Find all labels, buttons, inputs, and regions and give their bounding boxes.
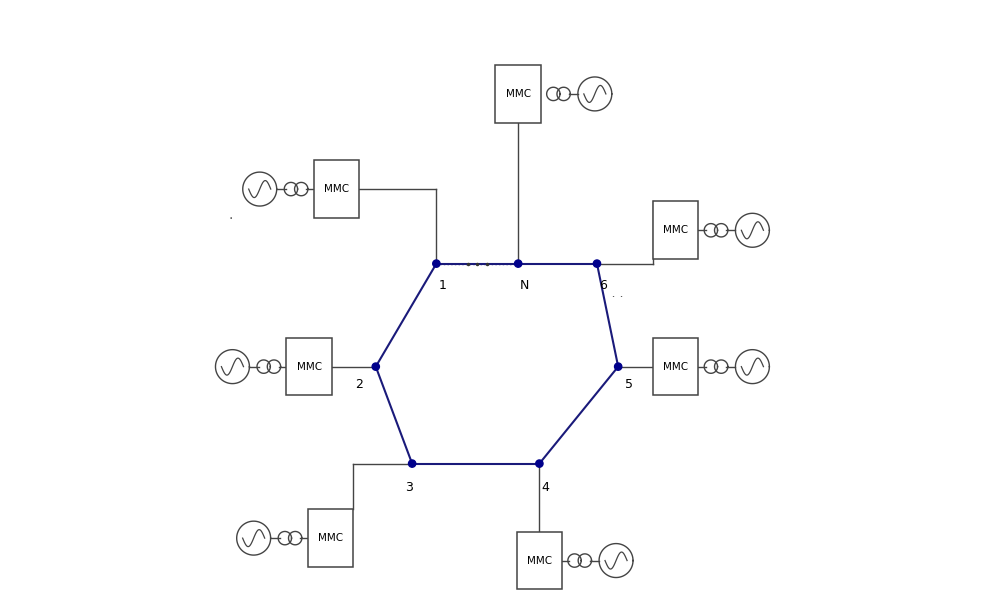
Text: MMC: MMC: [663, 362, 688, 371]
Text: MMC: MMC: [527, 556, 552, 565]
Text: 6: 6: [599, 279, 607, 291]
Bar: [286, 338, 332, 395]
Bar: [517, 532, 562, 589]
Text: MMC: MMC: [324, 184, 349, 194]
Bar: [653, 201, 698, 259]
Text: N: N: [520, 279, 529, 291]
Circle shape: [515, 260, 522, 267]
Text: . .: . .: [612, 287, 624, 301]
Text: 2: 2: [355, 378, 363, 390]
Circle shape: [615, 363, 622, 370]
Text: 1: 1: [438, 279, 446, 291]
Bar: [314, 161, 359, 218]
Text: .: .: [228, 208, 233, 222]
Text: MMC: MMC: [318, 533, 343, 543]
Text: MMC: MMC: [297, 362, 322, 371]
Text: MMC: MMC: [663, 225, 688, 235]
Circle shape: [372, 363, 379, 370]
Circle shape: [433, 260, 440, 267]
Text: 5: 5: [625, 378, 633, 390]
Circle shape: [593, 260, 601, 267]
Circle shape: [536, 460, 543, 467]
Bar: [495, 65, 541, 122]
Text: MMC: MMC: [506, 89, 531, 99]
Text: 3: 3: [405, 481, 413, 493]
Bar: [653, 338, 698, 395]
Circle shape: [408, 460, 416, 467]
Text: 4: 4: [542, 481, 549, 493]
Bar: [308, 509, 353, 567]
